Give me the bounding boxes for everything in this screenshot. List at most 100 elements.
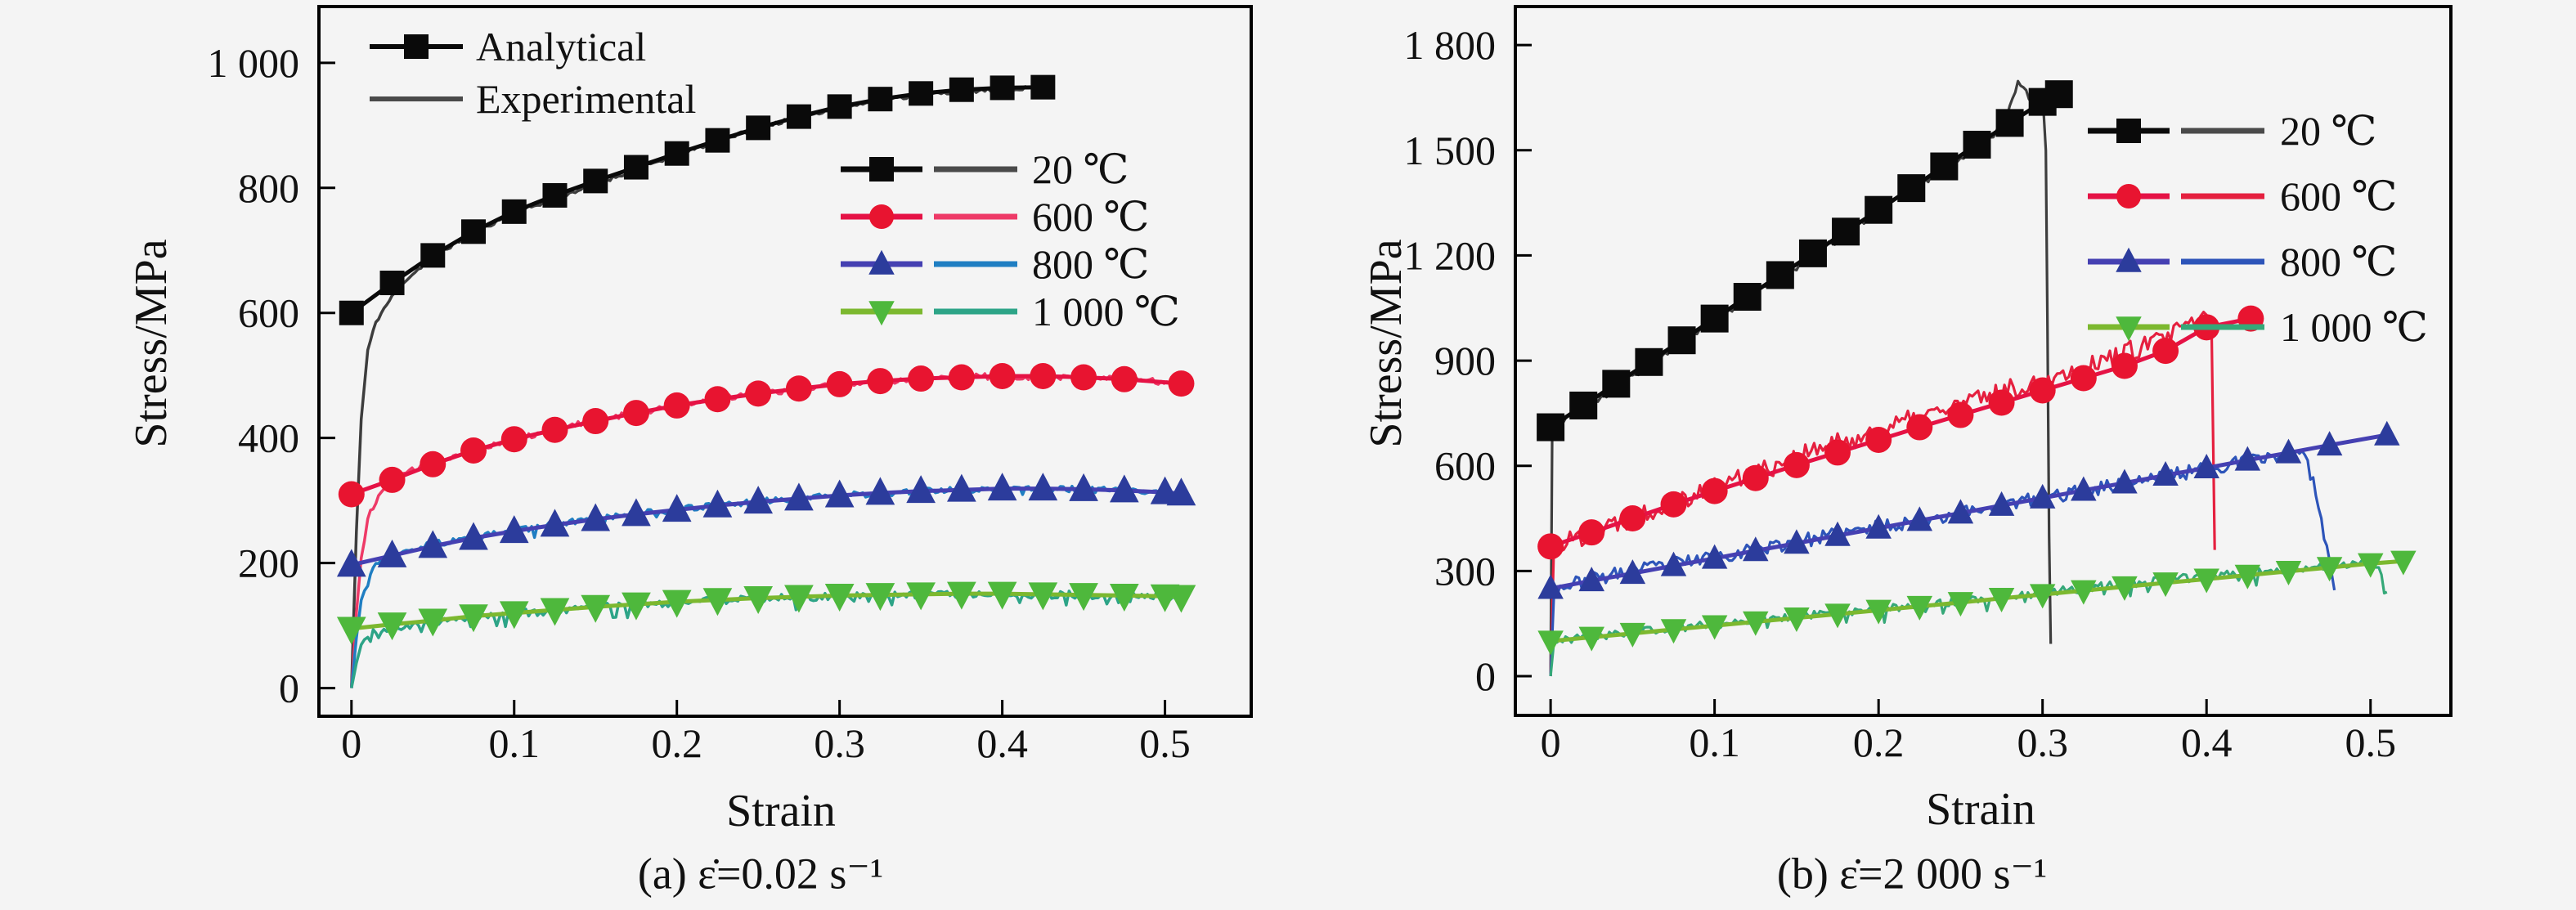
marker-square-b [1733,283,1761,312]
marker-circle-a [785,375,812,402]
series-b-1000C-experimental [1549,557,2388,677]
legend-temp-marker-a [869,157,894,182]
marker-triangle-down-a [743,586,774,615]
legend-temp-marker-a [868,301,895,326]
marker-triangle-down-b [2152,572,2179,598]
marker-square-a [339,300,364,325]
marker-triangle-up-a [377,539,407,567]
marker-triangle-down-a [377,612,407,641]
marker-triangle-down-b [2029,584,2056,609]
marker-triangle-down-b [1824,603,1851,629]
marker-square-a [868,87,893,112]
y-tick-label-b: 1 200 [1404,232,1497,278]
marker-square-a [379,271,405,296]
marker-triangle-down-b [1701,615,1728,640]
legend-temp-label-a: 1 000 ℃ [1032,289,1180,334]
marker-triangle-up-b [1660,551,1687,576]
marker-circle-a [867,368,894,395]
marker-triangle-up-a [622,498,651,527]
marker-circle-a [908,365,935,392]
marker-square-b [1537,413,1565,442]
marker-circle-b [2029,377,2056,404]
marker-triangle-down-a [824,583,855,612]
caption-a: (a) ε̇=0.02 s⁻¹ [637,849,884,899]
y-tick-label-b: 0 [1475,653,1496,699]
marker-triangle-down-a [702,588,733,616]
y-tick-label-b: 1 500 [1404,128,1497,173]
marker-triangle-down-a [622,592,651,621]
marker-triangle-up-a [336,549,366,577]
marker-triangle-down-b [1784,607,1810,633]
marker-triangle-up-a [1069,473,1098,501]
ylabel-a: Stress/MPa [126,239,177,448]
marker-circle-b [1537,533,1564,560]
marker-triangle-up-b [2152,461,2179,486]
marker-triangle-up-a [662,494,692,522]
marker-square-b [1700,304,1729,333]
marker-triangle-down-b [1947,592,1974,617]
marker-square-a [990,75,1015,101]
marker-square-a [623,155,648,180]
marker-circle-b [1906,414,1933,441]
y-tick-label-b: 600 [1434,443,1496,489]
marker-triangle-up-a [1028,473,1058,501]
marker-triangle-down-b [1865,599,1892,625]
legend-model-marker-a [404,34,429,59]
plot-frame-b [1514,5,2453,717]
marker-circle-b [1824,439,1851,466]
marker-triangle-up-a [906,475,936,504]
marker-circle-a [1030,362,1057,389]
legend-temp-label-b: 800 ℃ [2280,239,2397,285]
marker-triangle-up-b [1743,536,1769,562]
marker-square-a [583,168,608,194]
marker-triangle-up-b [1537,574,1564,599]
y-tick-label-a: 800 [238,165,299,211]
x-tick-label-a: 0 [341,720,361,766]
legend-temp-label-b: 20 ℃ [2280,108,2376,154]
marker-triangle-up-a [865,477,895,505]
marker-triangle-up-b [1947,499,1974,524]
marker-circle-a [745,380,772,407]
series-b-1000C-analytical [1550,558,2403,643]
marker-square-a [827,94,852,119]
marker-triangle-down-b [1988,588,2015,613]
marker-triangle-up-a [947,473,976,502]
marker-circle-b [1660,491,1687,518]
marker-triangle-down-b [1906,595,1933,621]
marker-triangle-up-b [1865,513,1892,539]
marker-square-b [1766,261,1794,289]
marker-circle-b [1783,451,1810,478]
marker-circle-b [1947,401,1974,428]
marker-triangle-up-b [1701,544,1728,569]
marker-triangle-down-a [418,608,448,637]
legend-temp-label-b: 1 000 ℃ [2280,304,2428,350]
marker-square-b [1897,174,1926,203]
marker-square-b [1667,326,1696,355]
series-a-800C-analytical [351,486,1182,567]
marker-triangle-up-b [2275,438,2302,464]
marker-circle-a [622,400,649,427]
marker-circle-b [1578,519,1605,546]
marker-square-a [461,219,487,244]
legend-temp-marker-b [2116,184,2141,208]
y-tick-label-b: 1 800 [1404,22,1497,68]
legend-temp-marker-b [2116,119,2141,143]
marker-square-a [705,128,730,153]
y-tick-label-b: 900 [1434,338,1496,383]
marker-circle-a [460,437,487,464]
legend-temp-label-a: 800 ℃ [1032,241,1149,287]
marker-square-a [664,141,689,166]
marker-triangle-down-b [1743,611,1769,636]
marker-circle-b [2111,352,2138,379]
marker-triangle-up-b [1619,559,1646,585]
caption-b: (b) ε̇=2 000 s⁻¹ [1776,849,2048,899]
marker-square-a [420,243,446,268]
marker-triangle-up-b [1824,521,1851,546]
marker-triangle-down-a [947,581,976,610]
marker-triangle-down-b [2275,561,2302,586]
x-tick-label-b: 0.1 [1689,719,1740,765]
marker-triangle-down-b [2112,576,2138,601]
x-tick-label-b: 0.3 [2017,719,2068,765]
